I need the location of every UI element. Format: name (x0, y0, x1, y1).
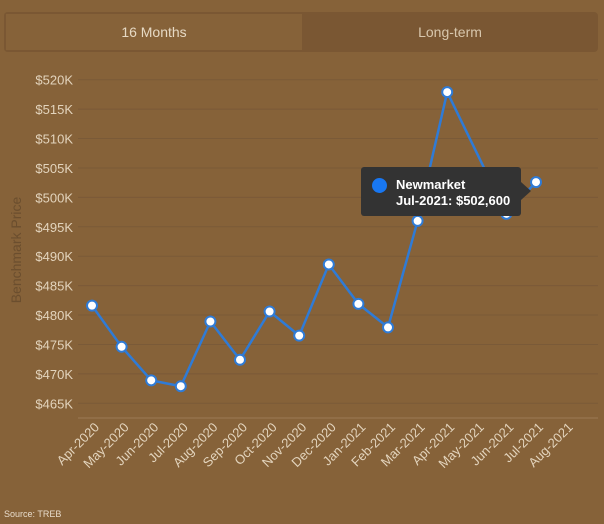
y-tick-label: $495K (35, 220, 73, 235)
y-tick-label: $505K (35, 161, 73, 176)
y-tick-label: $465K (35, 396, 73, 411)
data-point (204, 315, 217, 328)
series-line (90, 90, 537, 388)
range-tabs: 16 Months Long-term (4, 12, 598, 52)
data-point (352, 297, 365, 310)
data-point (145, 374, 158, 387)
y-tick-label: $475K (35, 337, 73, 352)
y-axis-label: Benchmark Price (8, 196, 24, 303)
tooltip-series-name: Newmarket (396, 177, 466, 192)
data-point (263, 305, 276, 318)
data-point (86, 299, 98, 312)
data-point (441, 86, 454, 99)
data-point (382, 321, 394, 334)
chart-tooltip: Newmarket Jul-2021: $502,600 (361, 167, 531, 216)
y-tick-label: $485K (35, 279, 73, 294)
y-tick-label: $500K (35, 190, 73, 205)
tab-long-term[interactable]: Long-term (418, 24, 482, 40)
y-tick-label: $470K (35, 367, 73, 382)
y-tick-label: $520K (35, 73, 73, 88)
tooltip-value: Jul-2021: $502,600 (396, 193, 511, 208)
y-tick-label: $510K (35, 132, 73, 147)
data-point (115, 340, 128, 353)
data-point (411, 214, 424, 227)
data-point (322, 258, 335, 271)
data-point (174, 380, 187, 393)
data-point (530, 176, 542, 189)
data-point (293, 329, 306, 342)
tab-16-months[interactable]: 16 Months (4, 12, 302, 52)
y-tick-label: $490K (35, 249, 73, 264)
y-tick-label: $480K (35, 308, 73, 323)
series-dot-icon (372, 178, 387, 193)
y-tick-label: $515K (35, 102, 73, 117)
data-point (234, 353, 246, 366)
source-note: Source: TREB (4, 509, 62, 519)
